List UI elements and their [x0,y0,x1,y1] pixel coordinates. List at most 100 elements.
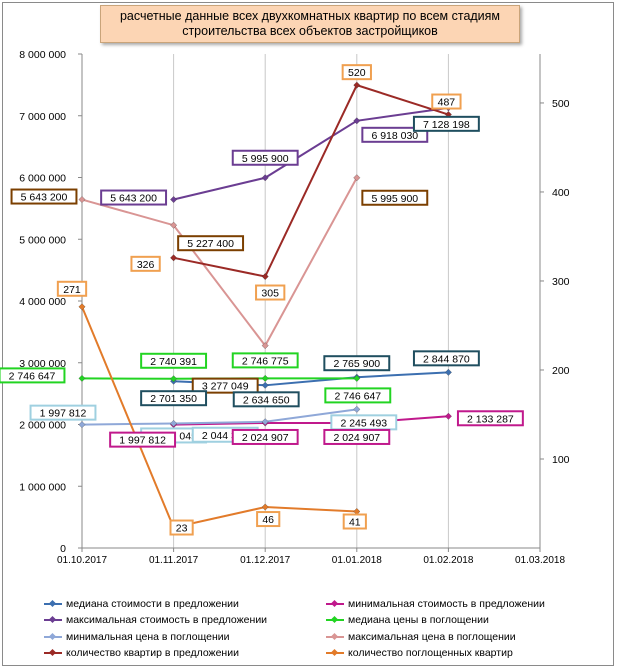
series-point-marker [170,221,178,229]
data-label: 520 [348,67,366,79]
data-label-box [140,390,208,407]
legend-swatch [44,632,62,642]
data-label: 41 [349,517,361,529]
legend-item: количество поглощенных квартир [326,647,513,659]
data-label-box [232,391,300,408]
series-point-marker [353,117,361,125]
data-label-box [0,367,66,384]
legend-label: количество поглощенных квартир [348,646,513,659]
y-left-tick-label: 3 000 000 [19,358,66,370]
series-point-marker [353,81,361,89]
data-label: 6 918 030 [371,130,418,142]
y-right-tick-label: 200 [552,365,570,377]
data-label-box [109,431,177,448]
data-label: 3 277 049 [202,381,249,393]
data-label-box [456,410,524,427]
series-point-marker [261,374,269,382]
data-label: 271 [63,284,81,296]
series-point-marker [170,420,178,427]
data-label: 2 746 647 [334,390,381,402]
data-label-box [256,511,281,528]
data-label: 2 765 900 [333,358,380,370]
chart-title: расчетные данные всех двухкомнатных квар… [100,5,520,43]
x-tick-label: 01.02.2018 [423,555,473,566]
data-label-box [323,428,391,445]
x-tick-label: 01.10.2017 [57,555,107,566]
y-left-tick-label: 2 000 000 [19,420,66,432]
data-label-box [130,255,161,272]
legend-label: максимальная цена в поглощении [348,630,516,643]
y-left-tick-label: 8 000 000 [19,49,66,61]
data-label-box [231,149,299,166]
data-label: 5 995 900 [371,193,418,205]
data-label: 5 643 200 [110,193,157,205]
series-point-marker [353,174,361,182]
data-label-box [191,377,259,394]
y-right-tick-label: 100 [552,454,570,466]
data-label-box [231,352,299,369]
data-label: 5 995 900 [242,153,289,165]
series-point-marker [170,254,178,262]
data-label: 2 024 907 [333,432,380,444]
series-point-marker [261,174,269,182]
y-left-tick-label: 1 000 000 [19,481,66,493]
data-label: 487 [438,97,456,109]
legend-label: медиана стоимости в предложении [66,598,239,610]
legend-label: минимальная цена в поглощении [66,630,230,643]
legend-swatch [44,648,62,658]
legend-item: минимальная стоимость в предложении [326,598,545,610]
series-point-marker [261,381,269,389]
data-label: 2 746 775 [242,355,289,367]
data-label-box [169,519,194,536]
data-label-box [231,428,299,445]
data-label: 1 997 812 [40,408,87,420]
data-label-box [361,189,429,206]
y-left-tick-label: 6 000 000 [19,173,66,185]
legend-label: количество квартир в предложении [66,646,239,659]
data-label: 2 634 650 [243,394,290,406]
legend-item: количество квартир в предложении [44,647,239,659]
legend-item: медиана цены в поглощении [326,614,489,626]
series-point-marker [170,196,178,203]
legend-swatch [326,599,344,609]
series-line [173,106,449,201]
series-point-marker [444,412,452,420]
series-point-marker [78,421,86,429]
data-label-box [431,93,462,110]
y-left-tick-label: 5 000 000 [19,234,66,246]
data-label-box [361,126,429,143]
x-tick-label: 01.11.2017 [149,555,199,566]
series-point-marker [170,375,178,383]
legend-item: максимальная стоимость в предложении [44,614,267,626]
data-label-box [140,352,208,369]
data-label: 1 997 812 [119,435,166,447]
data-label: 2 133 287 [467,413,514,425]
data-label-box [56,280,88,297]
x-tick-label: 01.12.2017 [240,555,290,566]
legend-item: медиана стоимости в предложении [44,598,239,610]
legend-swatch [326,615,344,625]
data-label: 2 740 391 [150,356,197,368]
data-label: 2 844 870 [423,353,470,365]
chart-title-text: расчетные данные всех двухкомнатных квар… [119,9,501,38]
legend-swatch [326,648,344,658]
legend-swatch [44,615,62,625]
data-label: 305 [261,288,279,300]
series-line [81,306,357,529]
y-left-tick-label: 4 000 000 [19,296,66,308]
data-label-box [412,350,480,367]
data-label: 5 227 400 [187,238,234,250]
data-label: 2 024 907 [242,432,289,444]
series-point-marker [261,503,269,511]
legend-swatch [326,632,344,642]
y-left-tick-label: 0 [60,543,66,555]
data-label-box [255,284,286,301]
legend-item: минимальная цена в поглощении [44,631,230,643]
series-point-marker [78,196,86,203]
y-right-tick-label: 500 [552,98,570,110]
series-line [173,415,449,426]
data-label-box [177,235,245,252]
data-label-box [342,513,367,530]
